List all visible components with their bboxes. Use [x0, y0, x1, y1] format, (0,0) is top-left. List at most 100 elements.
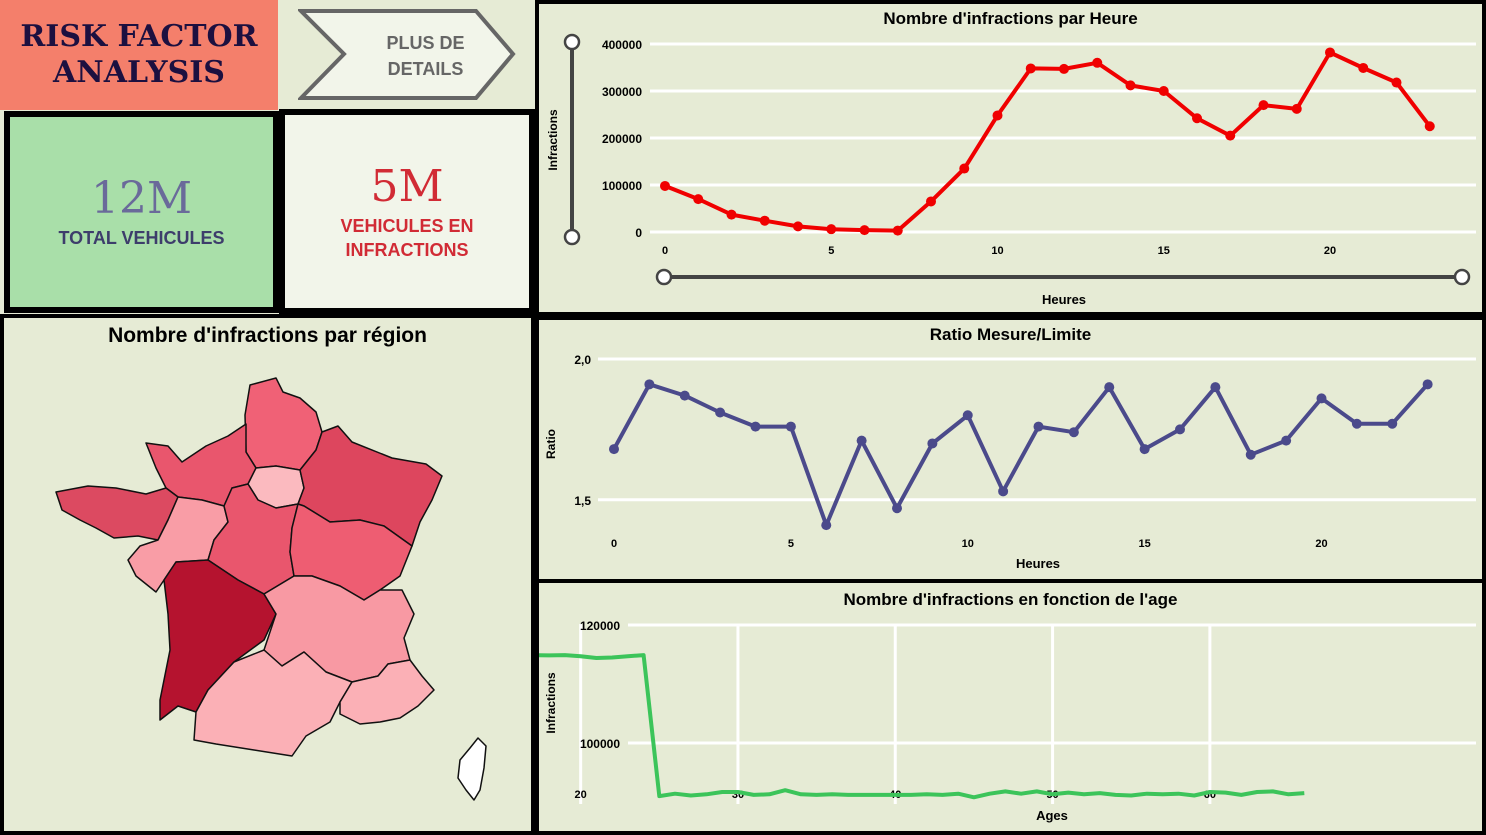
age-chart-title: Nombre d'infractions en fonction de l'ag…: [843, 590, 1178, 609]
data-point: [859, 225, 870, 236]
ratio-x-axis-label: Heures: [1016, 556, 1060, 571]
data-point: [1325, 47, 1335, 58]
data-point: [1210, 382, 1221, 393]
series-line: [664, 50, 1432, 233]
series-line: [539, 653, 1305, 800]
data-point: [962, 410, 973, 421]
hourly-y-axis-label: Infractions: [546, 109, 560, 171]
data-point: [750, 421, 761, 432]
data-point: [1391, 77, 1402, 88]
region-bretagne[interactable]: [55, 485, 179, 541]
kpi-infraction-vehicles: 5M VEHICULES EN INFRACTIONS: [279, 109, 535, 314]
map-title: Nombre d'infractions par région: [108, 324, 427, 347]
y-tick-label: 2,0: [574, 353, 591, 367]
y-range-slider-handle-top[interactable]: [563, 33, 581, 51]
data-point: [1424, 121, 1435, 132]
data-point: [1068, 427, 1079, 438]
data-point: [1245, 449, 1256, 460]
france-region-map: [55, 377, 487, 801]
hourly-x-axis-label: Heures: [1042, 292, 1086, 307]
data-point: [679, 390, 690, 401]
data-point: [609, 444, 619, 455]
data-point: [793, 221, 803, 232]
data-point: [1104, 382, 1115, 393]
data-point: [1139, 444, 1150, 455]
data-point: [1033, 421, 1044, 432]
hourly-chart-title: Nombre d'infractions par Heure: [883, 9, 1138, 28]
data-point: [1281, 435, 1292, 446]
kpi-total-value: 12M: [90, 173, 193, 224]
app-title: RISK FACTOR ANALYSIS: [20, 19, 258, 90]
details-button[interactable]: PLUS DE DETAILS: [296, 8, 518, 101]
y-tick-label: 400000: [602, 38, 642, 52]
kpi-total-label: TOTAL VEHICULES: [58, 228, 225, 248]
data-point: [856, 435, 867, 446]
age-panel: Nombre d'infractions en fonction de l'ag…: [535, 579, 1486, 835]
data-point: [660, 180, 670, 191]
kpi-total-vehicles: 12M TOTAL VEHICULES: [4, 111, 279, 313]
data-point: [892, 503, 902, 514]
data-point: [759, 215, 770, 226]
y-range-slider-handle-bottom[interactable]: [563, 228, 581, 246]
data-point: [1351, 418, 1362, 429]
x-range-slider-handle-left[interactable]: [655, 268, 673, 286]
x-tick-label: 10: [962, 538, 974, 550]
x-tick-label: 15: [1158, 245, 1170, 257]
series-line: [612, 382, 1430, 528]
data-point: [644, 379, 655, 390]
age-x-axis-label: Ages: [1036, 808, 1068, 823]
data-point: [726, 209, 737, 220]
kpi-infractions-value: 5M: [370, 160, 444, 212]
app-title-box: RISK FACTOR ANALYSIS: [0, 0, 278, 110]
arrow-shape-icon: [296, 9, 516, 100]
data-point: [821, 520, 832, 531]
y-tick-label: 120000: [580, 619, 620, 633]
x-tick-label: 10: [991, 245, 1003, 257]
data-point: [1258, 100, 1269, 111]
y-tick-label: 0: [635, 226, 642, 240]
data-point: [926, 196, 936, 207]
x-tick-label: 20: [1315, 538, 1327, 550]
kpi-infractions-label: VEHICULES EN INFRACTIONS: [340, 215, 474, 260]
data-point: [1291, 103, 1302, 114]
x-tick-label: 5: [828, 245, 834, 257]
region-corse[interactable]: [457, 737, 487, 801]
y-tick-label: 300000: [602, 85, 642, 99]
data-point: [1422, 379, 1433, 390]
x-tick-label: 20: [575, 789, 587, 801]
data-point: [1316, 393, 1327, 404]
data-point: [1092, 57, 1103, 68]
ratio-chart-title: Ratio Mesure/Limite: [929, 325, 1092, 344]
y-tick-label: 100000: [602, 179, 642, 193]
data-point: [1358, 62, 1369, 73]
x-range-slider-handle-right[interactable]: [1453, 268, 1471, 286]
ratio-y-axis-label: Ratio: [544, 429, 558, 459]
data-point: [1125, 80, 1136, 91]
details-button-label: PLUS DE DETAILS: [386, 33, 465, 79]
map-panel: Nombre d'infractions par région: [0, 314, 535, 835]
data-point: [1175, 424, 1185, 435]
data-point: [1225, 130, 1236, 141]
data-point: [1158, 86, 1169, 96]
data-point: [715, 407, 726, 418]
y-tick-label: 1,5: [574, 494, 591, 508]
data-point: [892, 225, 903, 236]
x-tick-label: 15: [1139, 538, 1151, 550]
region-occitanie[interactable]: [193, 649, 353, 757]
x-tick-label: 0: [611, 538, 617, 550]
data-point: [1192, 113, 1202, 124]
region-provence-alpes-cote-dazur[interactable]: [339, 659, 435, 725]
age-y-axis-label: Infractions: [544, 672, 558, 734]
hourly-infractions-panel: Nombre d'infractions par Heure Infractio…: [535, 0, 1486, 316]
data-point: [1059, 63, 1069, 74]
hourly-infractions-chart: Infractions Heures 400000300000200000100…: [546, 33, 1476, 307]
data-point: [1025, 63, 1036, 74]
x-tick-label: 20: [1324, 245, 1336, 257]
data-point: [693, 194, 704, 205]
x-tick-label: 5: [788, 538, 794, 550]
y-tick-label: 100000: [580, 737, 620, 751]
data-point: [959, 163, 970, 174]
x-tick-label: 0: [662, 245, 668, 257]
data-point: [998, 486, 1009, 497]
